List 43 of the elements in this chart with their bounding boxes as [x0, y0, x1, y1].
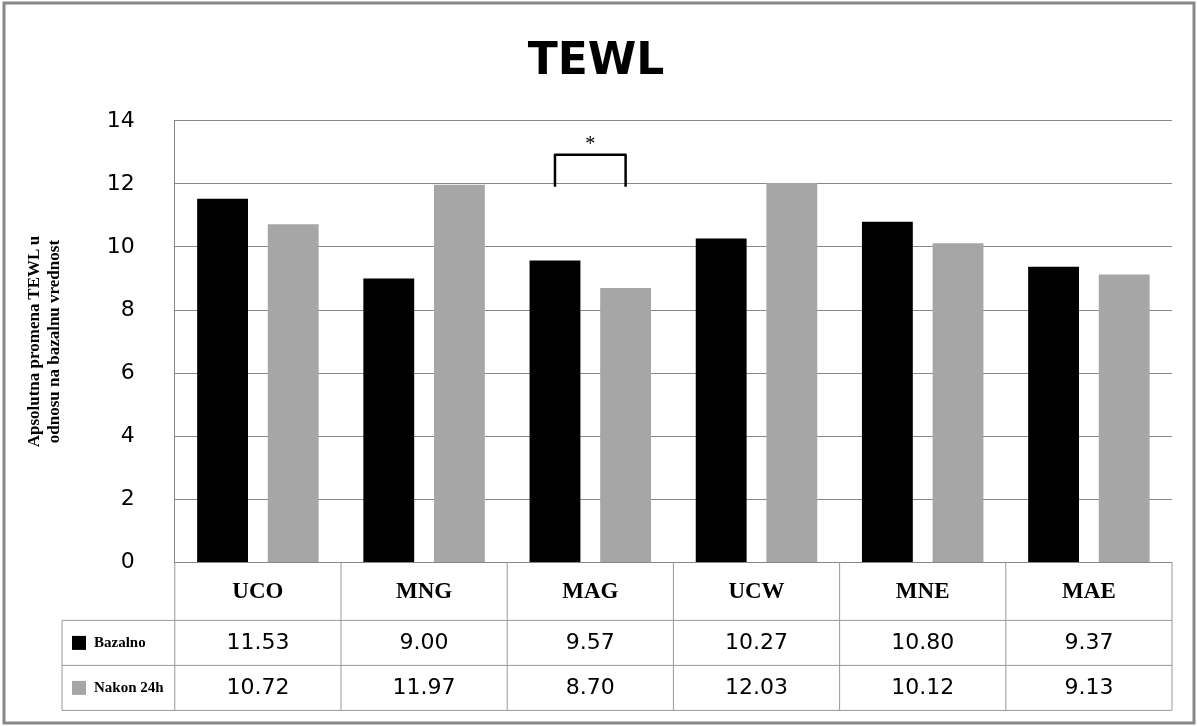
bar: [197, 198, 249, 562]
x-tick-label: MAG: [562, 578, 619, 604]
chart-title: TEWL: [527, 32, 665, 84]
data-label: 9.13: [1064, 673, 1114, 699]
x-tick-label: MAE: [1062, 578, 1116, 604]
bar: [861, 221, 913, 562]
y-tick-label: 2: [120, 485, 135, 511]
y-tick-label: 14: [106, 106, 135, 132]
x-tick-label: UCW: [728, 578, 785, 604]
bar: [932, 243, 984, 562]
annotation: *: [585, 132, 596, 155]
x-tick-label: MNG: [395, 578, 453, 604]
y-tick-label: 8: [120, 295, 135, 321]
data-label: 10.12: [891, 673, 955, 699]
y-axis-title: Apsolutna promena TEWL u odnosu na bazalnu vrednost: [23, 235, 63, 448]
data-label: 9.00: [399, 628, 449, 654]
bar: [766, 182, 818, 562]
data-label: 10.72: [226, 673, 290, 699]
data-label: 8.70: [565, 673, 615, 699]
bar: [600, 287, 652, 562]
bar: [433, 184, 485, 562]
bar: [1098, 274, 1150, 562]
data-label: 10.80: [891, 628, 955, 654]
bar: [363, 278, 415, 562]
legend-label: Bazalno: [94, 633, 146, 650]
bar: [695, 238, 747, 562]
data-label: 11.53: [226, 628, 290, 654]
data-label: 9.57: [565, 628, 615, 654]
bar: [529, 260, 581, 562]
y-tick-label: 10: [106, 232, 135, 258]
y-tick-label: 6: [120, 358, 135, 384]
data-label: 9.37: [1064, 628, 1114, 654]
y-tick-label: 0: [120, 548, 135, 574]
x-tick-label: UCO: [232, 578, 284, 604]
y-tick-label: 12: [106, 169, 135, 195]
x-tick-label: MNE: [895, 578, 950, 604]
bar: [1028, 266, 1080, 562]
data-label: 10.27: [725, 628, 788, 654]
y-tick-label: 4: [120, 421, 135, 447]
bar: [267, 224, 319, 562]
legend-label: Nakon 24h: [94, 678, 165, 695]
data-label: 12.03: [725, 673, 788, 699]
data-label: 11.97: [392, 673, 456, 699]
